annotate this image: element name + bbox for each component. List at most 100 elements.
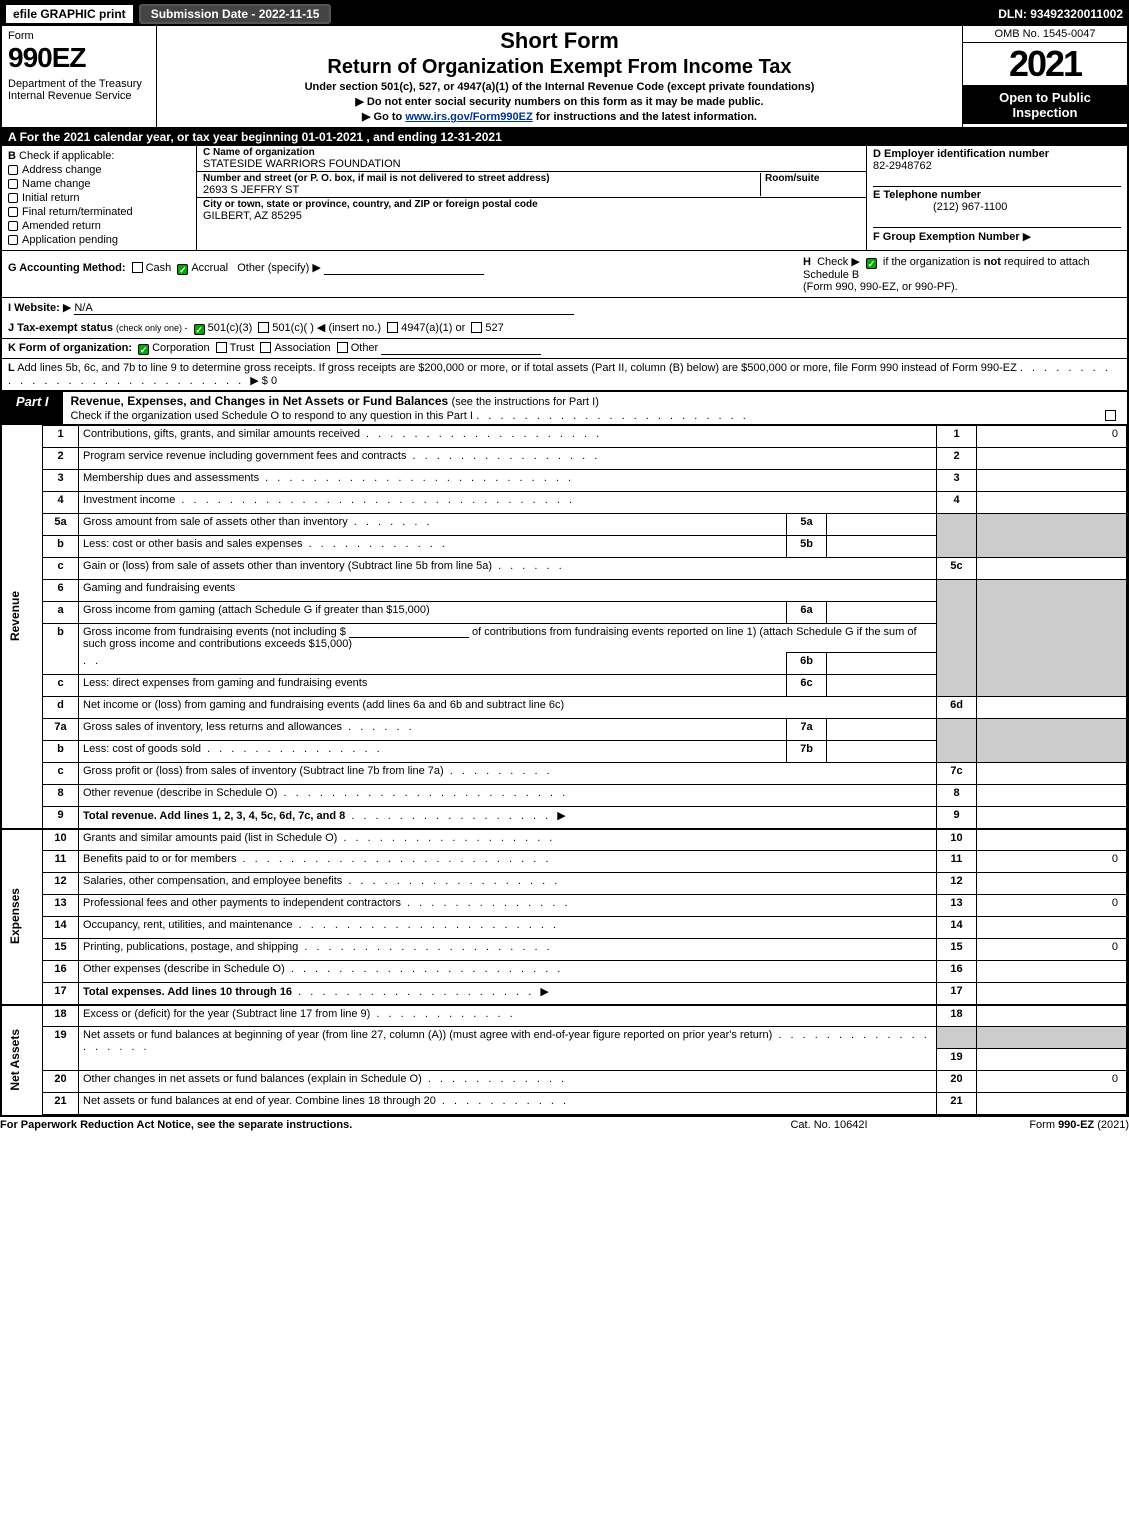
arrow-icon: ▶: [250, 375, 258, 387]
line-no: 13: [43, 895, 79, 917]
subline-value: [827, 653, 937, 675]
line-desc: Program service revenue including govern…: [83, 450, 406, 462]
line-desc: Less: cost or other basis and sales expe…: [83, 538, 303, 550]
website-value: N/A: [74, 302, 574, 315]
checkbox-amended-return[interactable]: [8, 221, 18, 231]
checkbox-association[interactable]: [260, 342, 271, 353]
line-amount: [977, 1093, 1127, 1115]
accounting-method-label: G Accounting Method:: [8, 262, 126, 274]
line-desc: Gross income from gaming (attach Schedul…: [79, 602, 787, 624]
checkbox-h[interactable]: [866, 258, 877, 269]
checkbox-address-change[interactable]: [8, 165, 18, 175]
checkbox-trust[interactable]: [216, 342, 227, 353]
dept-label: Department of the Treasury Internal Reve…: [8, 78, 150, 102]
line-no: 5a: [43, 514, 79, 536]
line-desc: Membership dues and assessments: [83, 472, 259, 484]
checkbox-schedule-o[interactable]: [1105, 410, 1116, 421]
checkbox-initial-return[interactable]: [8, 193, 18, 203]
header-center: Short Form Return of Organization Exempt…: [157, 26, 962, 127]
city-value: GILBERT, AZ 85295: [203, 210, 860, 222]
grey-cell: [937, 514, 977, 558]
omb-number: OMB No. 1545-0047: [963, 26, 1127, 43]
line-ref: 9: [937, 807, 977, 829]
line-amount: [977, 697, 1127, 719]
footer-form-ref: Form 990-EZ (2021): [929, 1119, 1129, 1131]
part-1-tab: Part I: [2, 392, 63, 424]
subline-value: [827, 514, 937, 536]
line-desc: Salaries, other compensation, and employ…: [83, 875, 342, 887]
line-desc: Benefits paid to or for members: [83, 853, 236, 865]
subline-no: 5a: [787, 514, 827, 536]
other-method-input[interactable]: [324, 263, 484, 275]
subline-value: [827, 675, 937, 697]
checkbox-cash[interactable]: [132, 262, 143, 273]
line-amount: [977, 873, 1127, 895]
line-desc: Net income or (loss) from gaming and fun…: [79, 697, 937, 719]
subline-no: 6b: [787, 653, 827, 675]
line-desc: Excess or (deficit) for the year (Subtra…: [83, 1008, 370, 1020]
checkbox-4947[interactable]: [387, 322, 398, 333]
line-desc: Investment income: [83, 494, 175, 506]
header-right: OMB No. 1545-0047 2021 Open to Public In…: [962, 26, 1127, 127]
line-no: 9: [43, 807, 79, 829]
row-i-website: I Website: ▶ N/A: [2, 298, 1127, 318]
line-amount: [977, 763, 1127, 785]
checkbox-501c3[interactable]: [194, 324, 205, 335]
line-desc: Net assets or fund balances at end of ye…: [83, 1095, 436, 1107]
line-desc: Gross sales of inventory, less returns a…: [83, 721, 342, 733]
line-no: 19: [43, 1027, 79, 1071]
line-ref: 2: [937, 448, 977, 470]
grey-cell: [937, 1027, 977, 1049]
line-no: 17: [43, 983, 79, 1005]
part-1-title: Revenue, Expenses, and Changes in Net As…: [71, 394, 449, 408]
line-ref: 3: [937, 470, 977, 492]
subline-no: 5b: [787, 536, 827, 558]
line-ref: 11: [937, 851, 977, 873]
line-amount: [977, 1049, 1127, 1071]
h-letter: H: [803, 256, 811, 268]
checkbox-527[interactable]: [471, 322, 482, 333]
line-no: 4: [43, 492, 79, 514]
other-org-input[interactable]: [381, 343, 541, 355]
checkbox-name-change[interactable]: [8, 179, 18, 189]
line-desc: Less: cost of goods sold: [83, 743, 201, 755]
short-form-title: Short Form: [165, 28, 954, 54]
line-amount: 0: [977, 939, 1127, 961]
line-desc: Less: direct expenses from gaming and fu…: [79, 675, 787, 697]
gross-receipts-amount: $ 0: [262, 375, 277, 387]
arrow-icon: ▶: [1023, 231, 1031, 243]
submission-date-badge: Submission Date - 2022-11-15: [139, 4, 332, 24]
line-amount: [977, 492, 1127, 514]
group-exemption-label: F Group Exemption Number: [873, 231, 1020, 243]
row-g-h: G Accounting Method: Cash Accrual Other …: [2, 251, 1127, 298]
room-label: Room/suite: [765, 173, 860, 184]
checkbox-application-pending[interactable]: [8, 235, 18, 245]
irs-link[interactable]: www.irs.gov/Form990EZ: [405, 111, 532, 123]
line-amount: [977, 829, 1127, 851]
line-ref: 14: [937, 917, 977, 939]
line-ref: 18: [937, 1005, 977, 1027]
line-no: b: [43, 624, 79, 675]
line-no: 7a: [43, 719, 79, 741]
line-no: c: [43, 675, 79, 697]
checkbox-corporation[interactable]: [138, 344, 149, 355]
arrow-icon: ▶: [312, 262, 320, 274]
contrib-amount-input[interactable]: [349, 626, 469, 638]
efile-print-button[interactable]: efile GRAPHIC print: [6, 5, 133, 23]
arrow-icon: ▶: [355, 96, 363, 108]
subline-value: [827, 741, 937, 763]
line-no: 14: [43, 917, 79, 939]
tel-label: E Telephone number: [873, 189, 981, 201]
main-title: Return of Organization Exempt From Incom…: [165, 56, 954, 79]
checkbox-final-return[interactable]: [8, 207, 18, 217]
subline-value: [827, 719, 937, 741]
checkbox-accrual[interactable]: [177, 264, 188, 275]
checkbox-501c[interactable]: [258, 322, 269, 333]
checkbox-other-org[interactable]: [337, 342, 348, 353]
line-ref: 20: [937, 1071, 977, 1093]
org-name-value: STATESIDE WARRIORS FOUNDATION: [203, 158, 860, 170]
line-no: 10: [43, 829, 79, 851]
line-ref: 7c: [937, 763, 977, 785]
grey-cell: [977, 1027, 1127, 1049]
line-no: 2: [43, 448, 79, 470]
